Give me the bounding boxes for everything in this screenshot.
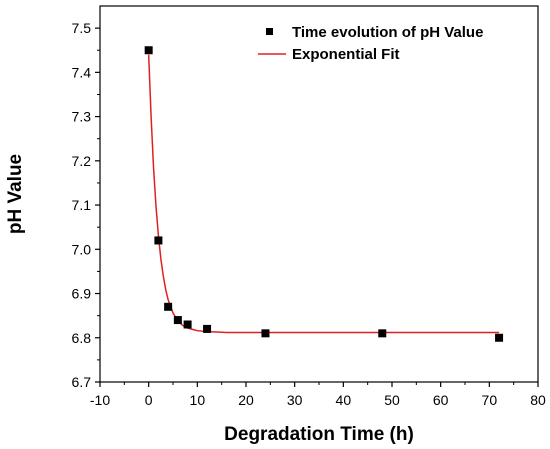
data-point — [144, 46, 153, 55]
y-tick-label: 7.5 — [72, 20, 92, 36]
x-tick-label: 10 — [190, 392, 206, 408]
legend-label-line: Exponential Fit — [292, 46, 400, 63]
y-tick-label: 7.4 — [72, 64, 92, 80]
x-tick-label: 60 — [433, 392, 449, 408]
y-tick-label: 7.0 — [72, 241, 92, 257]
y-tick-label: 7.3 — [72, 109, 92, 125]
y-tick-label: 7.1 — [72, 197, 92, 213]
x-tick-label: 80 — [530, 392, 546, 408]
data-point — [173, 316, 182, 325]
x-tick-label: 0 — [145, 392, 153, 408]
y-tick-label: 7.2 — [72, 153, 92, 169]
data-point — [261, 329, 270, 338]
series-layer — [144, 46, 504, 342]
fit-line — [147, 54, 500, 334]
x-tick-label: 40 — [336, 392, 352, 408]
data-point — [203, 324, 212, 333]
x-tick-label: 30 — [287, 392, 303, 408]
y-axis-title: pH Value — [5, 154, 26, 234]
legend-label-scatter: Time evolution of pH Value — [292, 24, 483, 41]
legend: Time evolution of pH Value Exponential F… — [258, 24, 483, 63]
x-axis-ticks: -10 0 10 20 30 40 50 60 70 80 — [90, 382, 546, 408]
data-point — [378, 329, 387, 338]
data-point — [154, 236, 163, 245]
data-point — [183, 320, 192, 329]
data-point — [495, 333, 504, 342]
y-tick-label: 6.8 — [72, 330, 92, 346]
x-tick-label: -10 — [90, 392, 110, 408]
y-tick-label: 6.7 — [72, 374, 92, 390]
data-point — [164, 302, 173, 311]
legend-marker-scatter — [266, 28, 273, 35]
x-tick-label: 50 — [384, 392, 400, 408]
x-tick-label: 70 — [482, 392, 498, 408]
x-tick-label: 20 — [238, 392, 254, 408]
y-axis-ticks: 6.7 6.8 6.9 7.0 7.1 7.2 7.3 7.4 7.5 — [72, 20, 100, 390]
x-axis-title: Degradation Time (h) — [224, 424, 414, 445]
y-tick-label: 6.9 — [72, 286, 92, 302]
